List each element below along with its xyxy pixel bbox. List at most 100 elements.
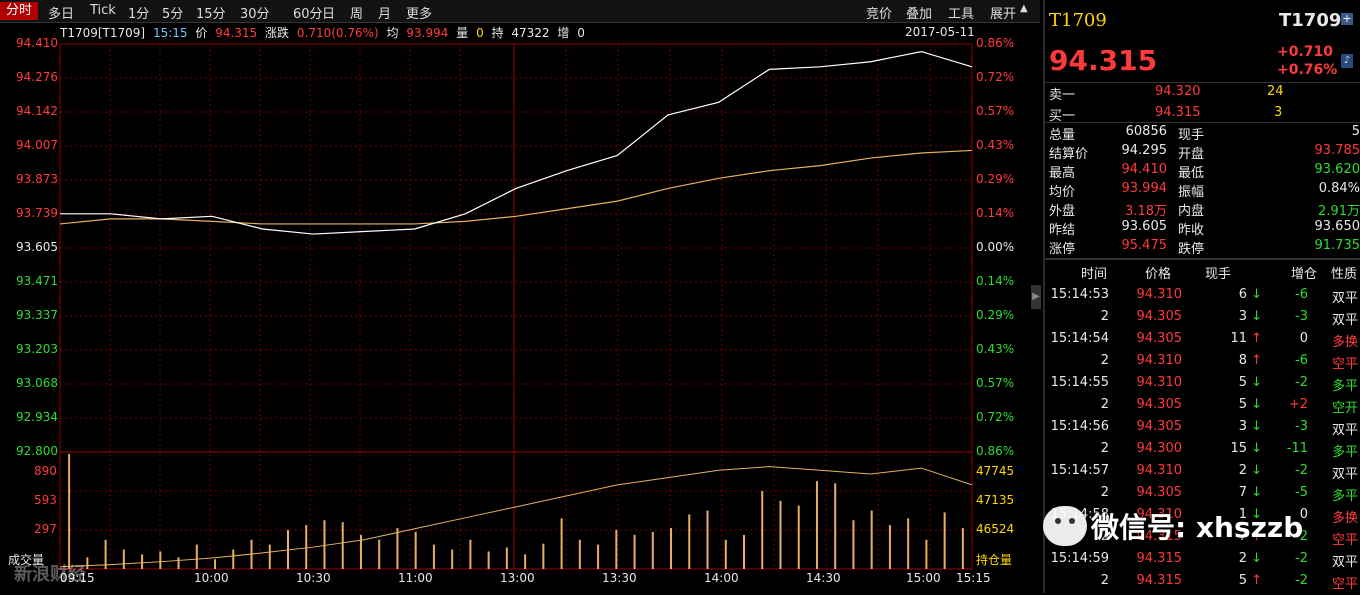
stat-label: 昨结 bbox=[1049, 219, 1075, 238]
sidebar-price: 94.315 bbox=[1049, 44, 1157, 77]
tick-time: 2 bbox=[1101, 441, 1109, 456]
sidebar-symbol: T1709 bbox=[1049, 10, 1107, 31]
toolbar-right-3[interactable]: 工具 bbox=[948, 3, 974, 22]
tick-nature: 空开 bbox=[1332, 397, 1358, 416]
tick-volume: 6 bbox=[1239, 287, 1247, 302]
tick-nature: 空平 bbox=[1332, 573, 1358, 592]
time-tick: 10:00 bbox=[194, 571, 229, 585]
arrow-up-icon: ↑ bbox=[1251, 573, 1262, 588]
oi-tick: 47135 bbox=[976, 493, 1014, 507]
tick-nature: 多平 bbox=[1332, 441, 1358, 460]
price-tick: 93.337 bbox=[16, 308, 58, 322]
stat-value: 93.605 bbox=[1122, 219, 1168, 234]
volume-tick: 593 bbox=[34, 493, 57, 507]
pct-tick: 0.00% bbox=[976, 240, 1014, 254]
tick-increase: -3 bbox=[1295, 419, 1308, 434]
pct-tick: 0.72% bbox=[976, 410, 1014, 424]
arrow-down-icon: ↓ bbox=[1251, 397, 1262, 412]
pct-tick: 0.57% bbox=[976, 376, 1014, 390]
tab-3[interactable]: Tick bbox=[90, 3, 116, 18]
collapse-sidebar-button[interactable]: ▶ bbox=[1031, 285, 1041, 309]
pct-tick: 0.14% bbox=[976, 206, 1014, 220]
stat-label: 现手 bbox=[1178, 124, 1204, 143]
stat-label: 开盘 bbox=[1178, 143, 1204, 162]
tab-7[interactable]: 30分 bbox=[240, 3, 270, 22]
tab-12[interactable]: 更多 bbox=[406, 3, 432, 22]
toolbar-right-1[interactable]: 竞价 bbox=[866, 3, 892, 22]
toolbar-right-4[interactable]: 展开 bbox=[990, 3, 1016, 22]
tab-10[interactable]: 周 bbox=[350, 3, 363, 22]
pct-tick: 0.14% bbox=[976, 274, 1014, 288]
price-tick: 93.203 bbox=[16, 342, 58, 356]
oi-axis-label: 持仓量 bbox=[976, 551, 1012, 568]
pct-tick: 0.43% bbox=[976, 342, 1014, 356]
tick-increase: -2 bbox=[1295, 573, 1308, 588]
tab-2[interactable]: 多日 bbox=[48, 3, 74, 22]
tick-volume: 2 bbox=[1239, 463, 1247, 478]
tick-price: 94.310 bbox=[1137, 287, 1183, 302]
pct-tick: 0.43% bbox=[976, 138, 1014, 152]
stat-label: 内盘 bbox=[1178, 200, 1204, 219]
time-tick: 13:00 bbox=[500, 571, 535, 585]
period-toolbar: 分时多日 Tick 1分 5分 15分 30分 60分日周月更多 竞价叠加工具展开 ▲ bbox=[0, 0, 1040, 23]
tick-volume: 3 bbox=[1239, 419, 1247, 434]
stat-value: 60856 bbox=[1126, 124, 1167, 139]
tick-header: 现手 bbox=[1205, 263, 1231, 282]
tick-volume: 15 bbox=[1230, 441, 1247, 456]
arrow-down-icon: ↓ bbox=[1251, 485, 1262, 500]
stat-value: 94.295 bbox=[1122, 143, 1168, 158]
tab-8[interactable]: 60分 bbox=[293, 3, 323, 22]
price-tick: 93.605 bbox=[16, 240, 58, 254]
oi-tick: 46524 bbox=[976, 522, 1014, 536]
bid-price: 94.315 bbox=[1155, 105, 1201, 120]
pct-tick: 0.29% bbox=[976, 172, 1014, 186]
stat-value: 93.620 bbox=[1315, 162, 1360, 177]
tick-header: 时间 bbox=[1081, 263, 1107, 282]
ask-volume: 24 bbox=[1267, 84, 1284, 99]
sidebar-change: +0.710 bbox=[1277, 44, 1333, 60]
stat-label: 外盘 bbox=[1049, 200, 1075, 219]
tick-time: 15:14:55 bbox=[1051, 375, 1109, 390]
divider bbox=[1045, 82, 1360, 83]
time-tick: 10:30 bbox=[296, 571, 331, 585]
intraday-chart[interactable] bbox=[0, 24, 1030, 593]
toolbar-right-2[interactable]: 叠加 bbox=[906, 3, 932, 22]
add-icon[interactable]: + bbox=[1341, 13, 1353, 25]
tab-6[interactable]: 15分 bbox=[196, 3, 226, 22]
stat-label: 涨停 bbox=[1049, 238, 1075, 257]
stat-label: 振幅 bbox=[1178, 181, 1204, 200]
tick-price: 94.305 bbox=[1137, 419, 1183, 434]
bell-icon[interactable]: ♪ bbox=[1341, 54, 1353, 68]
tab-4[interactable]: 1分 bbox=[128, 3, 149, 22]
ask-price: 94.320 bbox=[1155, 84, 1201, 99]
tick-price: 94.315 bbox=[1137, 573, 1183, 588]
tick-nature: 双平 bbox=[1332, 463, 1358, 482]
time-tick: 15:00 bbox=[906, 571, 941, 585]
stat-value: 94.410 bbox=[1122, 162, 1168, 177]
tab-9[interactable]: 日 bbox=[322, 3, 335, 22]
tab-11[interactable]: 月 bbox=[378, 3, 391, 22]
time-tick: 14:30 bbox=[806, 571, 841, 585]
tick-price: 94.305 bbox=[1137, 331, 1183, 346]
tab-1[interactable]: 分时 bbox=[0, 2, 38, 20]
stat-value: 91.735 bbox=[1315, 238, 1360, 253]
price-tick: 92.934 bbox=[16, 410, 58, 424]
ask-label: 卖一 bbox=[1049, 84, 1075, 103]
expand-arrow-icon[interactable]: ▲ bbox=[1020, 3, 1028, 14]
wechat-logo-icon bbox=[1043, 506, 1087, 546]
stat-label: 结算价 bbox=[1049, 143, 1088, 162]
sidebar-change-pct: +0.76% bbox=[1277, 62, 1337, 78]
stat-value: 3.18万 bbox=[1125, 200, 1167, 219]
arrow-up-icon: ↑ bbox=[1251, 331, 1262, 346]
tab-5[interactable]: 5分 bbox=[162, 3, 183, 22]
watermark: 微信号: xhszzb bbox=[1043, 500, 1360, 560]
arrow-down-icon: ↓ bbox=[1251, 287, 1262, 302]
tick-time: 2 bbox=[1101, 397, 1109, 412]
tick-volume: 8 bbox=[1239, 353, 1247, 368]
